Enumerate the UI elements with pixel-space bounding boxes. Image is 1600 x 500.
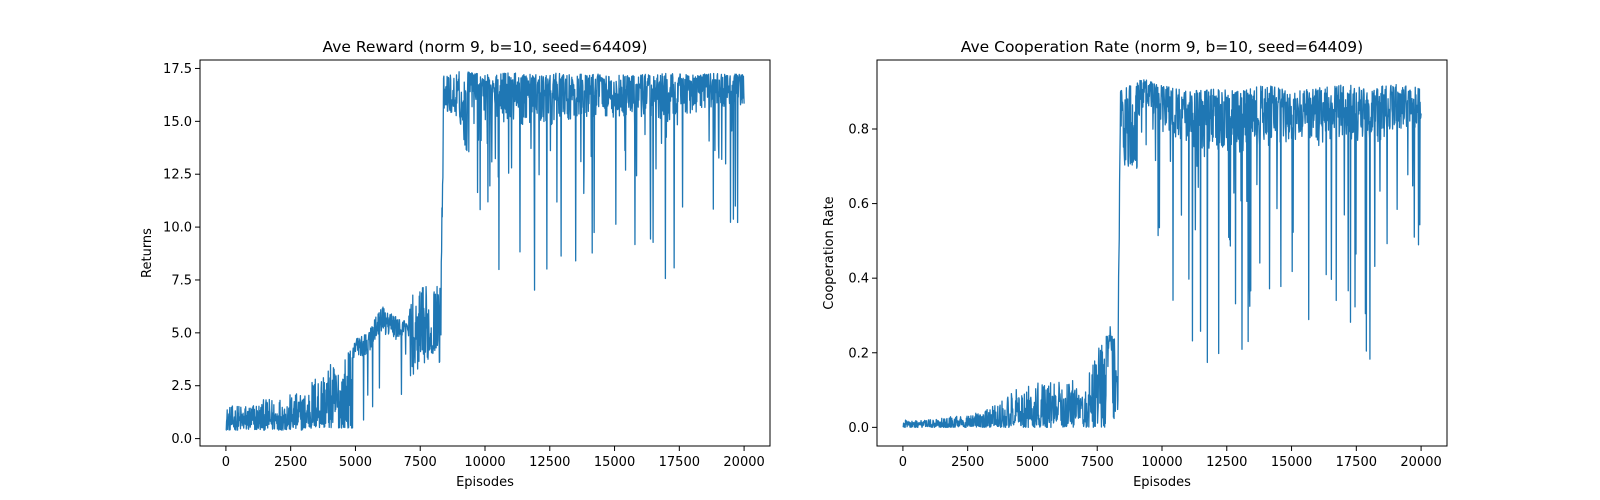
x-tick-label: 15000 (594, 455, 635, 470)
x-tick-label: 0 (899, 455, 907, 470)
y-tick-label: 12.5 (163, 168, 192, 183)
x-axis-label: Episodes (456, 475, 514, 490)
y-tick-label: 2.5 (171, 379, 192, 394)
x-tick-label: 5000 (1016, 455, 1049, 470)
series-line (225, 71, 745, 431)
x-tick-label: 7500 (1081, 455, 1114, 470)
series-line (902, 79, 1422, 428)
y-tick-label: 0.0 (171, 432, 192, 447)
x-axis-label: Episodes (1133, 475, 1191, 490)
x-tick-label: 5000 (339, 455, 372, 470)
x-axis-ticks: 0 2500 5000 7500 10000 12500 15000 17500 20000 (899, 446, 1442, 470)
y-axis-label: Returns (140, 228, 155, 278)
series-layer (902, 79, 1422, 428)
x-tick-label: 10000 (464, 455, 505, 470)
y-tick-label: 0.8 (848, 122, 869, 137)
y-tick-label: 0.4 (848, 272, 869, 287)
y-tick-label: 5.0 (171, 326, 192, 341)
chart-title: Ave Reward (norm 9, b=10, seed=64409) (323, 38, 648, 56)
y-tick-label: 0.2 (848, 346, 869, 361)
x-tick-label: 20000 (723, 455, 764, 470)
x-tick-label: 2500 (951, 455, 984, 470)
y-tick-label: 0.6 (848, 197, 869, 212)
x-tick-label: 15000 (1271, 455, 1312, 470)
series-layer (225, 71, 745, 431)
y-axis-label: Cooperation Rate (822, 196, 837, 309)
y-tick-label: 7.5 (171, 273, 192, 288)
x-tick-label: 17500 (1336, 455, 1377, 470)
y-tick-label: 17.5 (163, 62, 192, 77)
y-tick-label: 0.0 (848, 421, 869, 436)
reward-chart: Ave Reward (norm 9, b=10, seed=64409) 0 2… (140, 38, 771, 490)
y-tick-label: 15.0 (163, 115, 192, 130)
x-tick-label: 10000 (1141, 455, 1182, 470)
chart-title: Ave Cooperation Rate (norm 9, b=10, seed… (961, 38, 1363, 56)
x-tick-label: 12500 (1206, 455, 1247, 470)
x-tick-label: 20000 (1400, 455, 1441, 470)
x-axis-ticks: 0 2500 5000 7500 10000 12500 15000 17500 20000 (222, 446, 765, 470)
cooperation-chart: Ave Cooperation Rate (norm 9, b=10, seed… (822, 38, 1448, 490)
x-tick-label: 2500 (274, 455, 307, 470)
y-tick-label: 10.0 (163, 221, 192, 236)
y-axis-ticks: 0.0 2.5 5.0 7.5 10.0 12.5 15.0 17.5 (163, 62, 200, 447)
x-tick-label: 12500 (529, 455, 570, 470)
y-axis-ticks: 0.0 0.2 0.4 0.6 0.8 (848, 122, 877, 436)
x-tick-label: 17500 (659, 455, 700, 470)
x-tick-label: 0 (222, 455, 230, 470)
x-tick-label: 7500 (404, 455, 437, 470)
